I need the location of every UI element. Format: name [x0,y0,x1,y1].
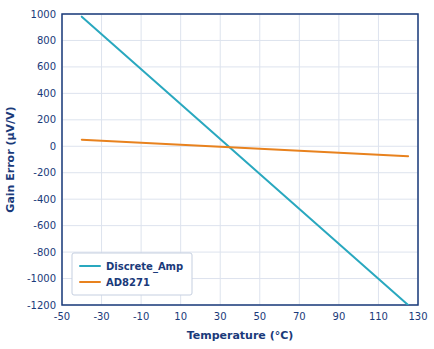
series-line [82,140,408,157]
x-tick-label: -10 [133,311,149,322]
x-tick-label: -30 [93,311,109,322]
legend: Discrete_Amp AD8271 [72,253,192,295]
y-grid-line [62,225,418,226]
y-grid-line [62,119,418,120]
y-tick-label: 400 [37,88,56,99]
y-tick-label: 600 [37,61,56,72]
chart: -50 -30 -10 10 30 50 70 90 110 130 -1200 -1000 -800 -… [0,0,434,349]
x-grid-line [378,14,379,305]
legend-box [72,253,192,295]
y-grid-line [62,93,418,94]
series-line [82,17,408,305]
x-tick-label: 110 [369,311,388,322]
y-tick-label: -600 [33,220,56,231]
y-grid-line [62,40,418,41]
y-axis-label: Gain Error (μV/V) [4,106,17,212]
lines [82,17,408,305]
plot-background [62,14,418,305]
x-grid-line [338,14,339,305]
y-grid-line [62,199,418,200]
x-grid-line [220,14,221,305]
y-tick-label: -400 [33,194,56,205]
y-grid-line [62,66,418,67]
y-tick-label: -1000 [27,273,56,284]
x-tick-label: 30 [214,311,227,322]
x-tick-label: 90 [333,311,346,322]
plot-frame [62,14,418,305]
y-tick-label: -200 [33,167,56,178]
y-tick-label: -1200 [27,300,56,311]
grid [62,14,418,305]
legend-swatch [80,281,100,283]
x-tick-label: 10 [174,311,187,322]
y-tick-label: 0 [50,141,56,152]
y-tick-label: 800 [37,35,56,46]
y-grid-line [62,172,418,173]
legend-label: Discrete_Amp [106,261,183,273]
x-axis-label: Temperature (°C) [187,329,294,342]
y-tick-label: 200 [37,114,56,125]
x-tick-label: 70 [293,311,306,322]
x-grid-line [259,14,260,305]
y-grid-line [62,252,418,253]
y-grid-line [62,146,418,147]
x-tick-label: -50 [54,311,70,322]
legend-label: AD8271 [106,277,150,288]
x-tick-label: 130 [408,311,427,322]
chart-container: -50 -30 -10 10 30 50 70 90 110 130 -1200 -1000 -800 -… [0,0,434,349]
x-tick-label: 50 [253,311,266,322]
y-tick-label: -800 [33,247,56,258]
legend-swatch [80,265,100,267]
x-grid-line [299,14,300,305]
y-tick-label: 1000 [31,9,56,20]
